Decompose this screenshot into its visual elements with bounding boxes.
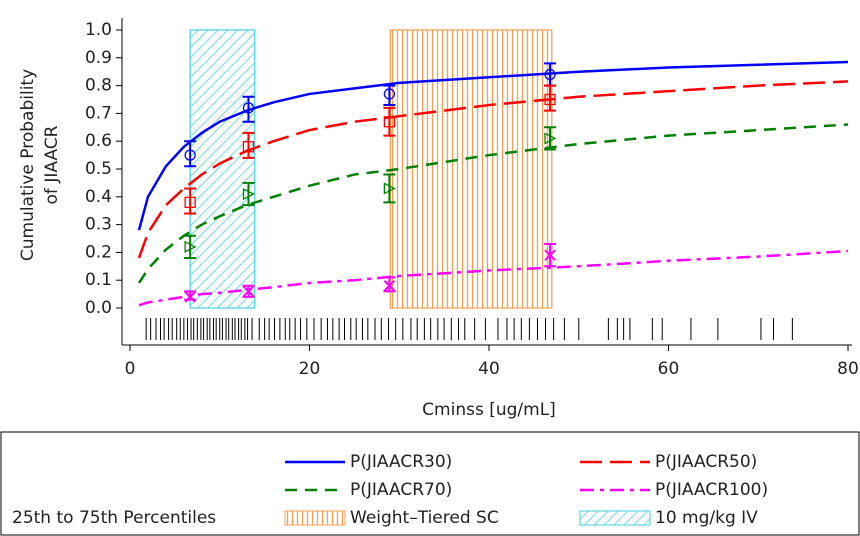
curve xyxy=(137,80,849,259)
legend-label: P(JIAACR50) xyxy=(655,452,757,472)
legend-swatch xyxy=(579,510,651,526)
observed-point xyxy=(544,68,556,81)
x-tick-label: 0 xyxy=(125,359,136,379)
observed-point xyxy=(383,182,396,195)
legend-box xyxy=(0,431,860,536)
observed-point xyxy=(184,196,196,209)
y-tick-label: 0.0 xyxy=(85,298,112,318)
curve xyxy=(137,123,849,284)
error-bar xyxy=(383,173,396,204)
observed-point xyxy=(544,249,556,261)
y-tick-label: 0.1 xyxy=(85,270,112,290)
y-tick-label: 0.2 xyxy=(85,242,112,262)
error-bar xyxy=(544,126,557,151)
error-bar xyxy=(242,95,255,123)
observed-point xyxy=(242,285,255,298)
error-bar xyxy=(544,84,557,112)
y-tick-label: 0.9 xyxy=(85,48,112,68)
observed-point xyxy=(383,116,396,128)
x-tick-label: 20 xyxy=(299,359,321,379)
y-tick-label: 0.3 xyxy=(85,215,112,235)
observed-point xyxy=(383,280,396,292)
y-tick-label: 0.6 xyxy=(85,131,112,151)
observed-point xyxy=(383,88,396,100)
y-tick-label: 1.0 xyxy=(85,20,112,40)
observed-point xyxy=(242,102,255,114)
legend-label: 10 mg/kg IV xyxy=(655,508,758,528)
y-tick-label: 0.8 xyxy=(85,76,112,96)
error-bar xyxy=(242,181,255,207)
observed-point xyxy=(184,149,196,161)
observed-point xyxy=(184,240,197,253)
legend-label: P(JIAACR100) xyxy=(655,480,768,500)
y-axis-label: of JIAACR xyxy=(42,125,62,204)
y-tick-label: 0.4 xyxy=(85,187,112,207)
shaded-region xyxy=(189,29,256,309)
legend-label: P(JIAACR30) xyxy=(350,452,452,472)
observed-point xyxy=(184,291,196,303)
legend-label: 25th to 75th Percentiles xyxy=(12,508,216,528)
error-bar xyxy=(184,140,197,168)
y-tick-label: 0.7 xyxy=(85,103,112,123)
legend-swatch xyxy=(284,510,346,526)
observed-point xyxy=(242,187,255,201)
y-axis-label: Cumulative Probability xyxy=(18,69,38,261)
error-bar xyxy=(184,234,197,259)
x-tick-label: 60 xyxy=(658,359,680,379)
observed-point xyxy=(242,141,255,153)
observed-point xyxy=(544,132,557,145)
legend-label: P(JIAACR70) xyxy=(350,480,452,500)
x-tick-label: 40 xyxy=(478,359,500,379)
error-bar xyxy=(242,131,255,159)
y-tick-label: 0.5 xyxy=(85,159,112,179)
error-bar xyxy=(184,187,197,215)
x-tick-label: 80 xyxy=(837,359,859,379)
shaded-region xyxy=(389,29,553,309)
error-bar xyxy=(383,106,396,137)
x-axis-label: Cminss [ug/mL] xyxy=(422,400,556,420)
curve xyxy=(137,60,849,231)
legend-label: Weight–Tiered SC xyxy=(350,508,499,528)
curve xyxy=(138,249,849,307)
observed-point xyxy=(544,93,556,106)
